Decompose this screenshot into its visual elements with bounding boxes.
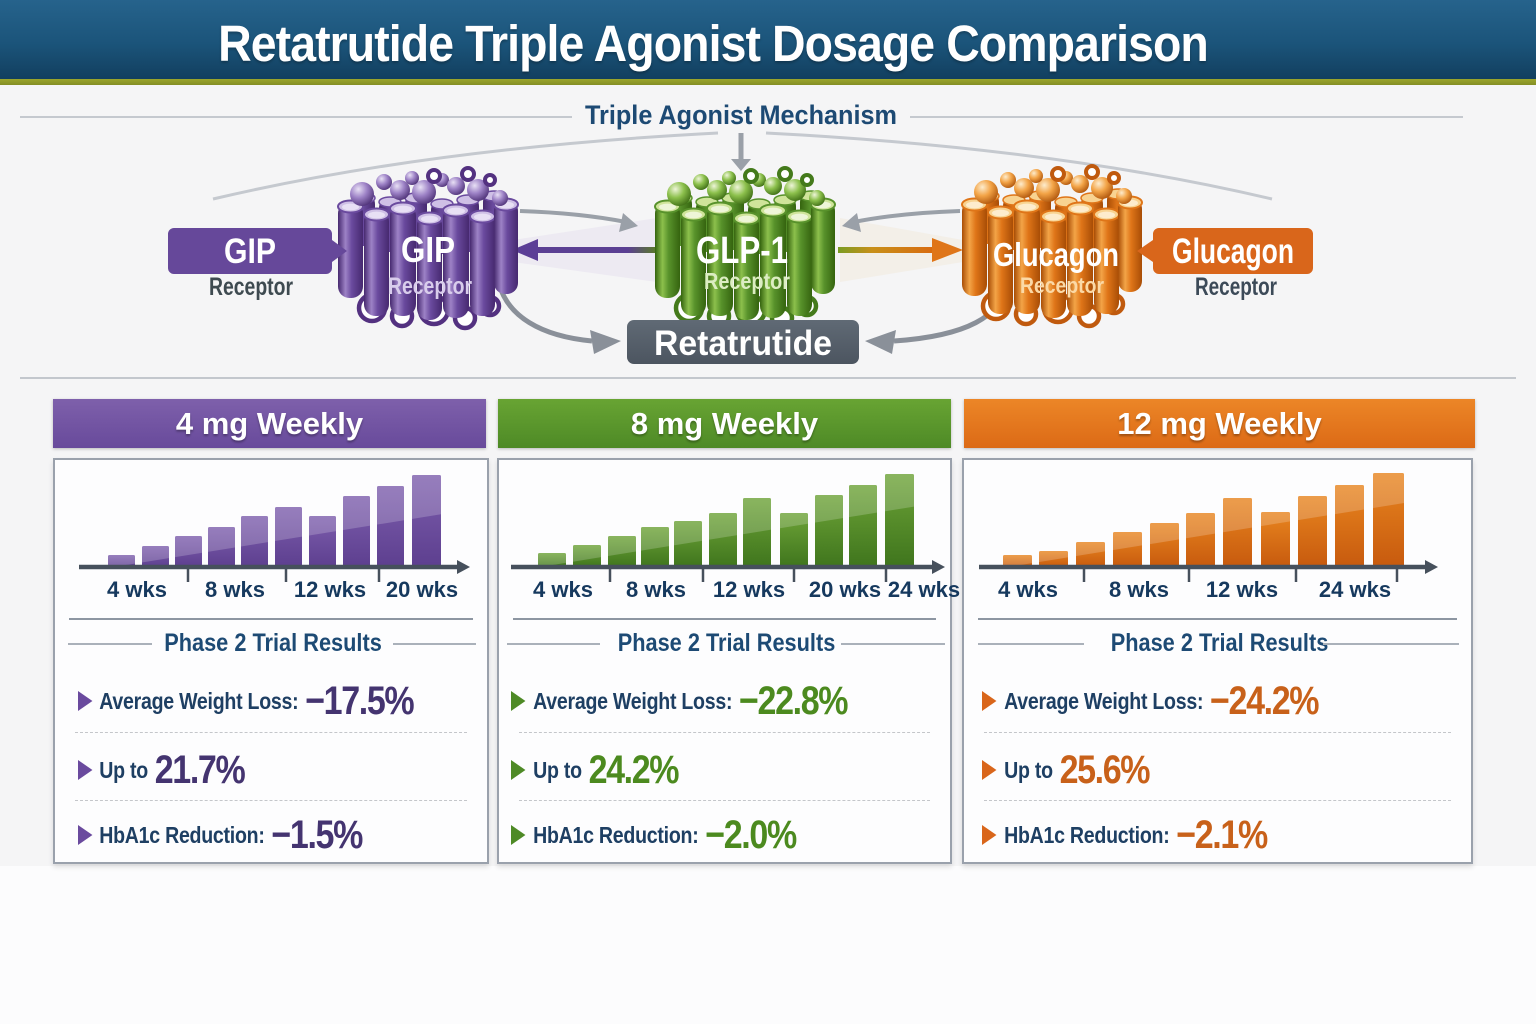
svg-text:12 wks: 12 wks — [294, 577, 366, 602]
svg-text:8 wks: 8 wks — [205, 577, 265, 602]
svg-text:24 wks: 24 wks — [888, 577, 960, 602]
svg-text:Receptor: Receptor — [704, 268, 790, 294]
svg-text:12 wks: 12 wks — [1206, 577, 1278, 602]
svg-text:Triple Agonist Mechanism: Triple Agonist Mechanism — [585, 100, 897, 130]
svg-text:GIP: GIP — [401, 229, 455, 270]
svg-text:4 wks: 4 wks — [998, 577, 1058, 602]
svg-text:20 wks: 20 wks — [386, 577, 458, 602]
svg-text:8 wks: 8 wks — [1109, 577, 1169, 602]
svg-text:Receptor: Receptor — [1195, 273, 1277, 301]
svg-text:Glucagon: Glucagon — [993, 236, 1119, 273]
svg-text:Retatrutide: Retatrutide — [654, 324, 832, 363]
svg-text:Receptor: Receptor — [388, 273, 472, 300]
svg-text:Receptor: Receptor — [1020, 273, 1104, 298]
svg-text:24 wks: 24 wks — [1319, 577, 1391, 602]
svg-text:Receptor: Receptor — [209, 273, 293, 301]
svg-text:4 wks: 4 wks — [107, 577, 167, 602]
svg-text:12 wks: 12 wks — [713, 577, 785, 602]
svg-text:8 wks: 8 wks — [626, 577, 686, 602]
svg-text:20 wks: 20 wks — [809, 577, 881, 602]
svg-text:4 wks: 4 wks — [533, 577, 593, 602]
svg-text:GLP-1: GLP-1 — [696, 230, 788, 272]
svg-text:Glucagon: Glucagon — [1172, 232, 1294, 271]
svg-text:GIP: GIP — [224, 232, 276, 271]
